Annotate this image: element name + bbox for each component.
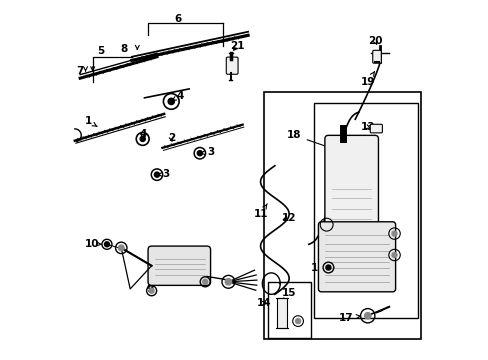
Text: 20: 20: [367, 36, 381, 46]
Circle shape: [154, 172, 159, 177]
Text: 15: 15: [281, 288, 295, 303]
Text: 8: 8: [120, 44, 127, 54]
Text: 12: 12: [281, 212, 296, 222]
FancyBboxPatch shape: [372, 50, 381, 63]
Circle shape: [149, 288, 154, 293]
Text: 1: 1: [84, 116, 97, 126]
Text: 4: 4: [172, 91, 183, 101]
FancyBboxPatch shape: [324, 135, 378, 232]
Text: 14: 14: [256, 298, 271, 308]
Text: 5: 5: [97, 46, 104, 57]
FancyBboxPatch shape: [148, 246, 210, 285]
Circle shape: [140, 136, 145, 141]
Text: 19: 19: [360, 72, 374, 87]
Circle shape: [104, 242, 109, 247]
Text: 3: 3: [201, 147, 214, 157]
Circle shape: [391, 252, 396, 257]
Text: 18: 18: [286, 130, 331, 149]
Text: 13: 13: [360, 122, 374, 132]
Text: 10: 10: [84, 239, 102, 249]
Circle shape: [364, 312, 370, 319]
Bar: [264, 93, 421, 339]
Bar: [276, 298, 287, 328]
Circle shape: [118, 245, 124, 251]
Bar: [267, 282, 310, 338]
Circle shape: [203, 279, 207, 284]
Circle shape: [325, 265, 330, 270]
Circle shape: [295, 319, 300, 324]
Text: 16: 16: [310, 262, 327, 273]
Text: 2: 2: [167, 133, 175, 143]
FancyBboxPatch shape: [226, 57, 238, 74]
Bar: [313, 103, 417, 318]
FancyBboxPatch shape: [318, 222, 395, 292]
Text: 11: 11: [253, 204, 267, 219]
FancyBboxPatch shape: [369, 124, 382, 133]
Circle shape: [225, 279, 231, 285]
Text: 9: 9: [146, 280, 164, 294]
Circle shape: [168, 98, 174, 104]
Text: 6: 6: [174, 14, 182, 23]
Text: 7: 7: [76, 66, 83, 76]
Circle shape: [197, 150, 202, 156]
Text: 17: 17: [338, 312, 360, 323]
Text: 3: 3: [158, 169, 169, 179]
Circle shape: [391, 231, 396, 236]
Text: 4: 4: [139, 129, 146, 139]
Text: 21: 21: [230, 41, 244, 51]
